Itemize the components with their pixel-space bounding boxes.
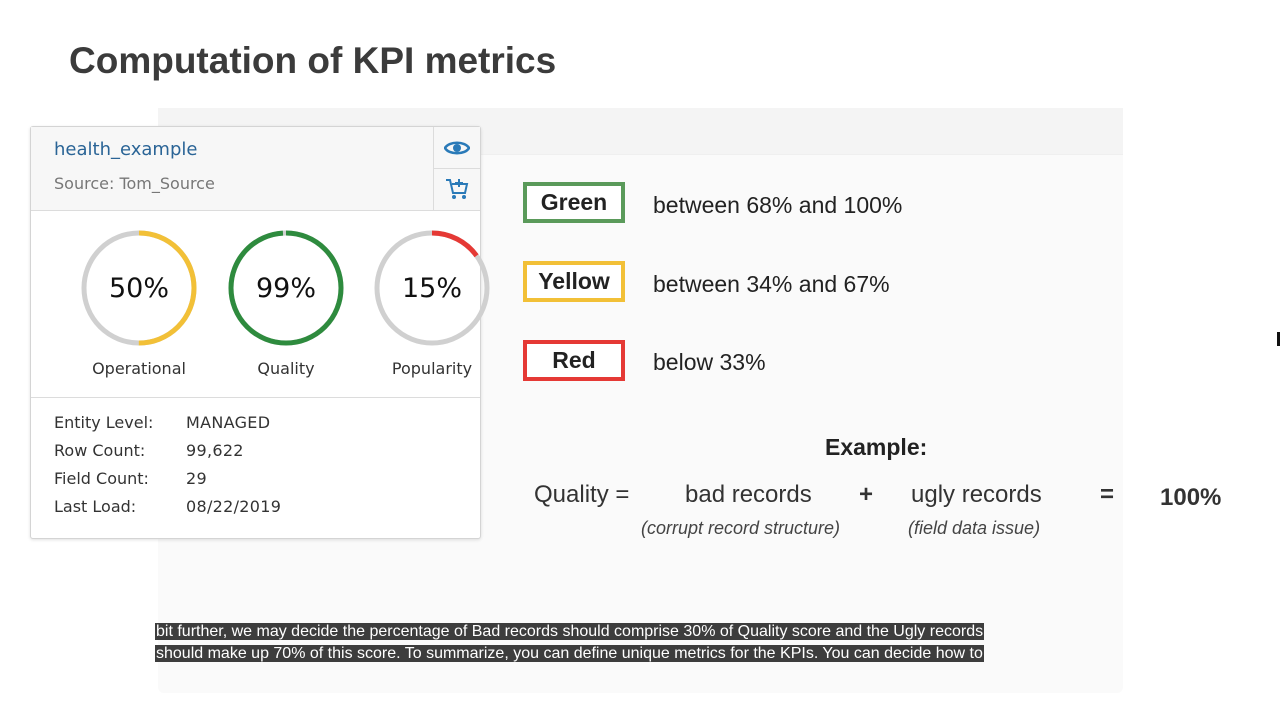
gauge-value: 99% (255, 273, 316, 304)
view-button[interactable] (434, 127, 480, 169)
detail-last-load: Last Load: 08/22/2019 (54, 497, 454, 521)
detail-field-count: Field Count: 29 (54, 469, 454, 493)
legend-yellow-range: between 34% and 67% (653, 271, 890, 297)
detail-label: Entity Level: (54, 413, 154, 432)
detail-value: 99,622 (186, 441, 244, 460)
entity-name-link[interactable]: health_example (54, 139, 198, 160)
detail-entity-level: Entity Level: MANAGED (54, 413, 454, 437)
gauge-ring (81, 230, 197, 346)
slide-title: Computation of KPI metrics (69, 40, 557, 81)
gauge-value: 50% (108, 273, 169, 304)
detail-value: 29 (186, 469, 207, 488)
legend-green-range: between 68% and 100% (653, 192, 903, 218)
add-to-cart-icon (446, 178, 469, 199)
video-caption: bit further, we may decide the percentag… (155, 621, 1125, 665)
entity-source: Source: Tom_Source (54, 174, 215, 193)
gauge-popularity: 15% Popularity (367, 225, 497, 385)
formula-plus: + (859, 481, 874, 508)
formula-equals: = (1100, 481, 1115, 508)
note-ugly-records: (field data issue) (908, 518, 1041, 538)
detail-value: MANAGED (186, 413, 271, 432)
formula-lhs: Quality = (534, 481, 630, 508)
gauge-operational: 50% Operational (74, 225, 204, 385)
detail-row-count: Row Count: 99,622 (54, 441, 454, 465)
add-to-cart-button[interactable] (434, 168, 480, 209)
gauge-value: 15% (401, 273, 462, 304)
formula-result: 100% (1160, 484, 1222, 511)
legend-red-box: Red (523, 340, 625, 381)
health-card: health_example Source: Tom_Source (30, 126, 490, 539)
detail-value: 08/22/2019 (186, 497, 282, 516)
gauge-label: Operational (92, 359, 186, 378)
formula-term-ugly: ugly records (911, 481, 1042, 508)
detail-label: Field Count: (54, 469, 149, 488)
formula-term-bad: bad records (685, 481, 812, 508)
detail-label: Last Load: (54, 497, 137, 516)
source-name: Tom_Source (119, 174, 215, 193)
kpi-gauges: 50% Operational 99% Quality 15% Populari… (31, 211, 490, 398)
detail-label: Row Count: (54, 441, 146, 460)
example-title: Example: (825, 434, 928, 460)
gauge-ring (228, 230, 344, 346)
legend-red-range: below 33% (653, 349, 766, 375)
note-bad-records: (corrupt record structure) (641, 518, 841, 538)
gauge-label: Quality (257, 359, 315, 378)
gauge-label: Popularity (391, 359, 473, 378)
legend-yellow-box: Yellow (523, 261, 625, 302)
text-cursor (1277, 332, 1280, 346)
caption-line-1: bit further, we may decide the percentag… (155, 623, 985, 640)
eye-icon (444, 140, 470, 155)
gauge-ring (374, 230, 490, 346)
header-actions (433, 127, 480, 210)
card-header: health_example Source: Tom_Source (31, 127, 480, 211)
gauge-quality: 99% Quality (221, 225, 351, 385)
legend-green-box: Green (523, 182, 625, 223)
source-label: Source: (54, 174, 115, 193)
caption-line-2: should make up 70% of this score. To sum… (155, 645, 984, 662)
